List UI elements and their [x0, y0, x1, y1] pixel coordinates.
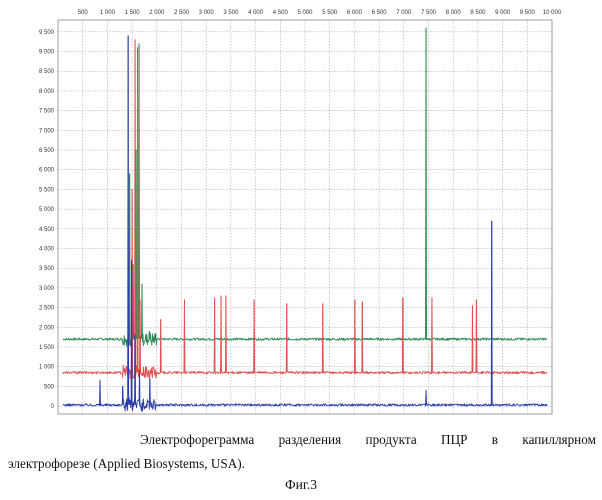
y-tick-label: 4 500: [39, 227, 55, 233]
caption-word: в: [491, 432, 499, 447]
x-tick-label: 7 000: [396, 10, 412, 16]
electropherogram-chart: 500 1 000 1 500 2 000 2 500 3 000 3 500 4 000 4 …: [39, 10, 562, 415]
x-tick-label: 3 000: [199, 10, 215, 16]
y-tick-label: 2 000: [39, 325, 55, 331]
y-tick-label: 8 500: [39, 69, 55, 75]
x-axis-tick-labels: 500 1 000 1 500 2 000 2 500 3 000 3 500 4 000 4 …: [78, 10, 562, 16]
x-tick-label: 6 000: [347, 10, 363, 16]
y-tick-label: 4 000: [39, 247, 55, 253]
y-tick-label: 7 500: [39, 109, 55, 115]
y-tick-label: 7 000: [39, 128, 55, 134]
x-tick-label: 4 000: [248, 10, 264, 16]
y-tick-label: 0: [51, 404, 55, 410]
caption-word: разделения: [278, 432, 342, 447]
x-tick-label: 6 500: [372, 10, 388, 16]
y-tick-label: 5 500: [39, 187, 55, 193]
y-tick-label: 9 000: [39, 50, 55, 56]
y-tick-label: 2 500: [39, 306, 55, 312]
x-tick-label: 1 500: [125, 10, 141, 16]
y-axis-tick-labels: 0 500 1 000 1 500 2 000 2 500 3 000 3 500 4 000 4…: [39, 30, 55, 410]
x-tick-label: 8 000: [446, 10, 462, 16]
caption-word: Электрофореграмма: [140, 432, 255, 447]
y-tick-label: 3 500: [39, 266, 55, 272]
y-tick-label: 1 000: [39, 365, 55, 371]
x-tick-label: 500: [78, 10, 89, 16]
series-trace-3: [62, 35, 548, 412]
y-tick-label: 8 000: [39, 89, 55, 95]
figure-label: Фиг.3: [284, 477, 318, 492]
caption-line-2: электрофорезе (Applied Biosystems, USA).: [8, 456, 245, 471]
x-tick-label: 5 500: [322, 10, 338, 16]
y-tick-label: 5 000: [39, 207, 55, 213]
x-tick-label: 9 500: [520, 10, 536, 16]
series-trace-2: [62, 39, 548, 380]
x-tick-label: 9 000: [495, 10, 511, 16]
series-traces: [62, 27, 548, 412]
x-tick-label: 7 500: [421, 10, 437, 16]
y-tick-label: 1 500: [39, 345, 55, 351]
caption-word: продукта: [365, 432, 417, 447]
y-tick-label: 9 500: [39, 30, 55, 36]
caption-word: капиллярном: [522, 432, 596, 447]
series-trace-1: [62, 27, 548, 347]
x-tick-label: 3 500: [223, 10, 239, 16]
y-tick-label: 3 000: [39, 286, 55, 292]
y-tick-label: 500: [44, 384, 55, 390]
caption-line-1: Электрофореграмма разделения продукта ПЦ…: [140, 432, 596, 448]
x-tick-label: 1 000: [100, 10, 116, 16]
x-tick-label: 2 500: [174, 10, 190, 16]
x-tick-label: 8 500: [470, 10, 486, 16]
x-tick-label: 2 000: [149, 10, 165, 16]
x-tick-label: 10 000: [543, 10, 562, 16]
y-tick-label: 6 000: [39, 168, 55, 174]
x-tick-label: 4 500: [273, 10, 289, 16]
caption-word: ПЦР: [441, 432, 468, 447]
y-tick-label: 6 500: [39, 148, 55, 154]
x-tick-label: 5 000: [297, 10, 313, 16]
